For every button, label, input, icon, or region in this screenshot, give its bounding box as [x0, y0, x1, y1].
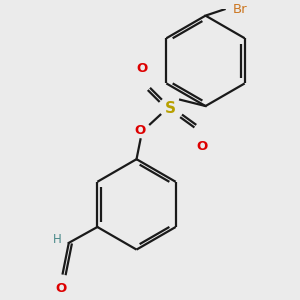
- Text: H: H: [53, 233, 62, 246]
- Text: O: O: [136, 62, 148, 75]
- Text: O: O: [135, 124, 146, 137]
- Text: O: O: [55, 282, 67, 295]
- Text: S: S: [165, 101, 176, 116]
- Text: Br: Br: [232, 3, 247, 16]
- Text: O: O: [197, 140, 208, 153]
